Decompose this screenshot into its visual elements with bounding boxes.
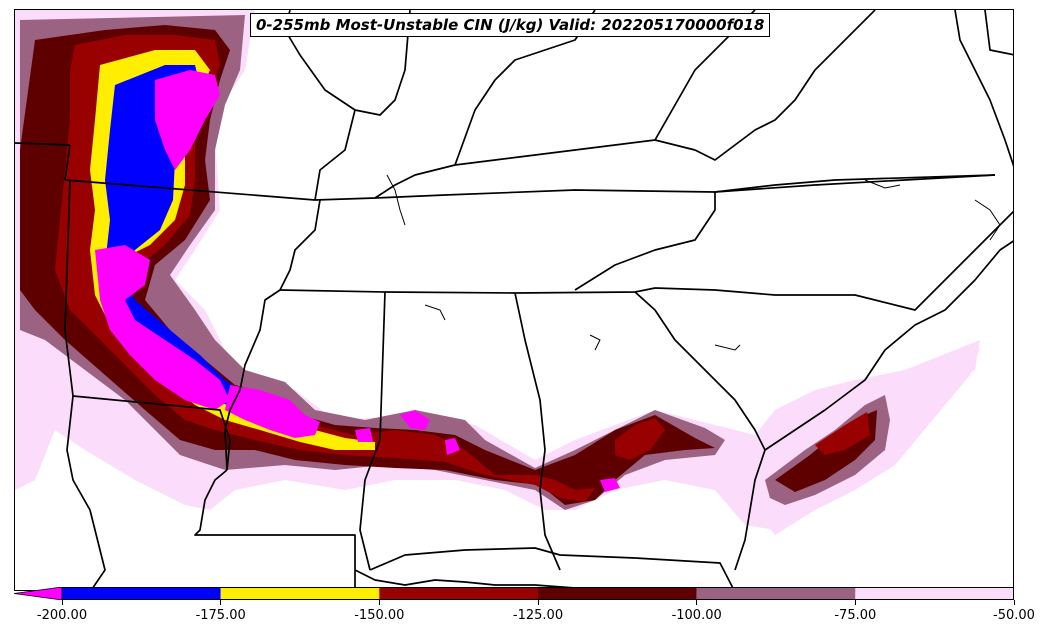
- border-ks-mo: [64, 144, 71, 181]
- cin-map: [15, 10, 1013, 590]
- border-mo-il: [284, 10, 356, 201]
- border-la-ms: [194, 469, 356, 590]
- pamlico-sound: [974, 199, 1001, 241]
- cin-field-magenta-main: [95, 245, 230, 410]
- border-ok-ar-tx: [64, 179, 74, 397]
- colorbar-tick-label: -200.00: [36, 608, 88, 623]
- colorbar-tick-label: -50.00: [993, 608, 1035, 623]
- border-md-pa: [984, 10, 1013, 56]
- colorbar-bins: [62, 587, 1014, 600]
- colorbar-tick-label: -125.00: [512, 608, 564, 623]
- border-mo-ar: [64, 179, 316, 201]
- colorbar-bin-5: [855, 587, 1014, 600]
- colorbar-tick-mark: [696, 600, 698, 605]
- lake-kentucky: [386, 174, 406, 226]
- border-nc-sc: [654, 210, 1013, 311]
- border-ok-ks: [15, 142, 71, 146]
- lake-guntersville: [424, 304, 446, 321]
- border-ky-oh: [374, 139, 696, 199]
- border-in-oh: [454, 10, 596, 166]
- colorbar-tick-label: -75.00: [834, 608, 877, 623]
- colorbar-bin-3: [538, 587, 697, 600]
- border-ms-al: [359, 291, 386, 571]
- map-title: 0-255mb Most-Unstable CIN (J/kg) Valid: …: [250, 13, 771, 37]
- colorbar-tick-mark: [854, 600, 856, 605]
- cin-field-red-east: [615, 418, 665, 460]
- border-nc-sc-ga: [574, 192, 716, 291]
- border-wv-ky-va: [694, 10, 876, 161]
- border-tx-la: [66, 395, 106, 590]
- lake-murray: [714, 344, 741, 351]
- border-al-ga: [514, 292, 561, 571]
- cin-field-magenta-north: [155, 70, 220, 170]
- colorbar-tick-mark: [378, 600, 380, 605]
- map-panel: [14, 9, 1014, 591]
- coast-va-md: [954, 10, 1013, 167]
- colorbar-under-triangle: [14, 587, 63, 600]
- colorbar-tick-mark: [1013, 600, 1015, 605]
- border-ga-sc-river: [634, 291, 766, 571]
- colorbar-bin-0: [62, 587, 221, 600]
- cin-field-layer: [15, 10, 980, 535]
- colorbar-bin-1: [220, 587, 380, 600]
- colorbar-tick-label: -100.00: [671, 608, 722, 623]
- lake-kerr: [864, 179, 901, 189]
- colorbar-frame: [61, 587, 1014, 600]
- cin-field-red-southeast: [815, 412, 870, 455]
- border-ar-tn: [279, 287, 656, 294]
- border-va-nc: [714, 174, 996, 193]
- colorbar-bin-4: [696, 587, 856, 600]
- colorbar-tick-label: -175.00: [195, 608, 246, 623]
- colorbar-tick-mark: [537, 600, 539, 605]
- colorbar-tick-mark: [220, 600, 222, 605]
- lake-hartwell: [589, 334, 601, 351]
- colorbar-tick-label: -150.00: [354, 608, 405, 623]
- border-il-in: [354, 10, 411, 116]
- border-al-fl: [369, 547, 735, 590]
- state-boundaries: [15, 10, 1013, 590]
- colorbar-bin-2: [379, 587, 538, 600]
- colorbar: [14, 587, 1014, 600]
- border-ar-tx-la: [72, 395, 231, 471]
- cin-field-magenta-arm: [225, 385, 320, 438]
- coast-sc: [764, 240, 1013, 451]
- water-bodies: [386, 174, 1001, 351]
- border-ms-ar-river: [224, 199, 321, 471]
- colorbar-tick-mark: [61, 600, 63, 605]
